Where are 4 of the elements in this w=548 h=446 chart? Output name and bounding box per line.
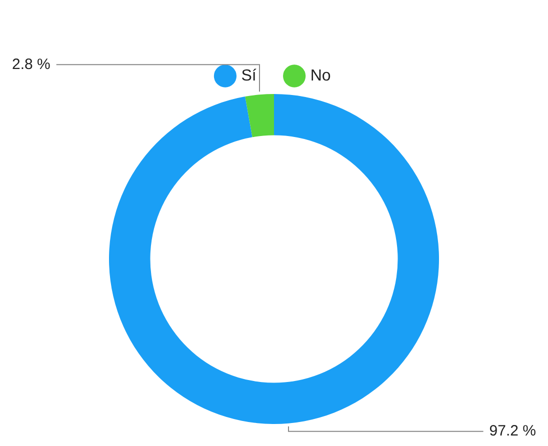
data-label: 97.2 % — [489, 422, 536, 440]
data-label: 2.8 % — [12, 56, 50, 73]
legend-label: Sí — [241, 67, 257, 84]
legend-label: No — [310, 67, 331, 84]
